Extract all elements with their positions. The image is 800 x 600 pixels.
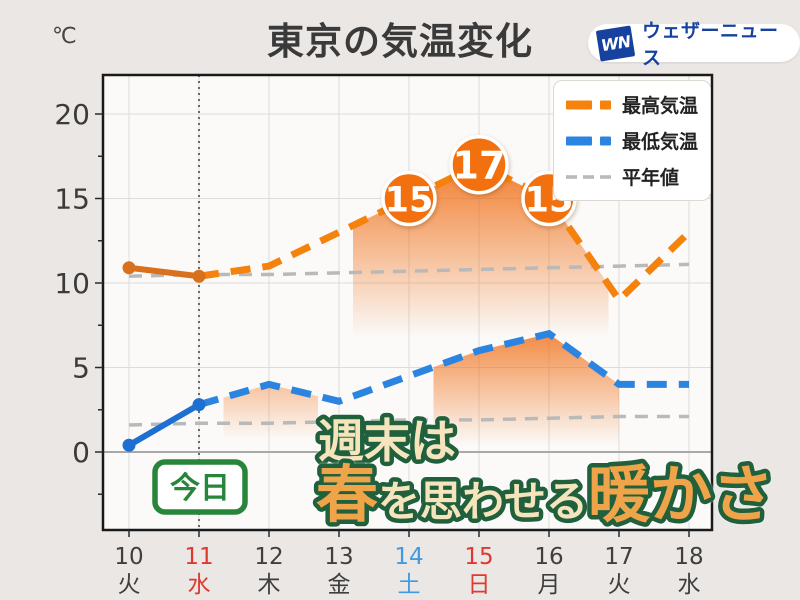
svg-text:日: 日: [468, 572, 491, 598]
svg-text:17: 17: [453, 144, 506, 188]
svg-text:5: 5: [72, 352, 90, 385]
svg-text:月: 月: [538, 572, 561, 598]
legend-label: 平年値: [622, 167, 680, 189]
svg-text:木: 木: [258, 572, 281, 598]
svg-text:春を思わせる暖かさ: 春を思わせる暖かさ: [316, 458, 774, 531]
svg-text:水: 水: [678, 572, 701, 598]
legend-label: 最低気温: [622, 131, 699, 153]
temp-marker-15: 17: [449, 134, 509, 195]
temp-marker-14: 15: [381, 170, 437, 227]
svg-text:金: 金: [328, 572, 351, 598]
plot-border: [101, 73, 714, 532]
svg-text:18: 18: [674, 544, 703, 570]
max-observed-line-point: [122, 261, 136, 275]
wn-logo-icon: WN: [595, 24, 636, 62]
legend-swatch-icon: [566, 174, 611, 179]
svg-text:土: 土: [398, 572, 421, 598]
legend-swatch-icon: [566, 100, 611, 109]
today-badge: 今日: [152, 459, 248, 515]
svg-text:14: 14: [394, 544, 423, 570]
svg-text:火: 火: [118, 572, 141, 598]
page-title: 東京の気温変化: [267, 20, 533, 63]
legend-item-1: 最低気温: [566, 127, 698, 154]
svg-text:13: 13: [324, 544, 353, 570]
svg-text:水: 水: [188, 572, 211, 598]
svg-text:週末は: 週末は: [318, 414, 456, 468]
svg-text:10: 10: [54, 267, 90, 300]
svg-text:15: 15: [385, 181, 434, 221]
svg-text:今日: 今日: [170, 471, 230, 506]
legend-swatch-icon: [566, 136, 611, 145]
y-axis-unit: ℃: [52, 24, 77, 49]
logo-text: ウェザーニュース: [642, 20, 779, 69]
min-forecast-line: [198, 329, 689, 409]
min-observed-line-point: [122, 438, 136, 452]
svg-text:0: 0: [72, 436, 90, 469]
axis-ticks: [95, 113, 690, 537]
max-observed-line: [126, 264, 202, 280]
legend-label: 最高気温: [622, 95, 699, 117]
y-axis-labels: 0 5 10 15 20: [54, 98, 90, 469]
max-observed-line-point: [192, 269, 206, 283]
svg-text:17: 17: [604, 544, 633, 570]
legend-item-0: 最高気温: [566, 91, 698, 118]
normal-min-line: [128, 414, 689, 427]
min-observed-line: [126, 401, 202, 449]
svg-text:火: 火: [608, 572, 631, 598]
svg-text:10: 10: [114, 544, 143, 570]
svg-text:16: 16: [534, 544, 563, 570]
min-observed-line-point: [192, 398, 206, 412]
svg-text:15: 15: [54, 183, 90, 216]
legend: 最高気温最低気温平年値: [553, 80, 712, 201]
max-forecast-line: [198, 160, 692, 306]
legend-item-2: 平年値: [566, 163, 698, 190]
svg-text:12: 12: [254, 544, 283, 570]
svg-text:20: 20: [54, 98, 90, 131]
weathernews-logo: WN ウェザーニュース: [588, 20, 800, 69]
svg-text:15: 15: [464, 544, 493, 570]
svg-text:11: 11: [184, 544, 213, 570]
